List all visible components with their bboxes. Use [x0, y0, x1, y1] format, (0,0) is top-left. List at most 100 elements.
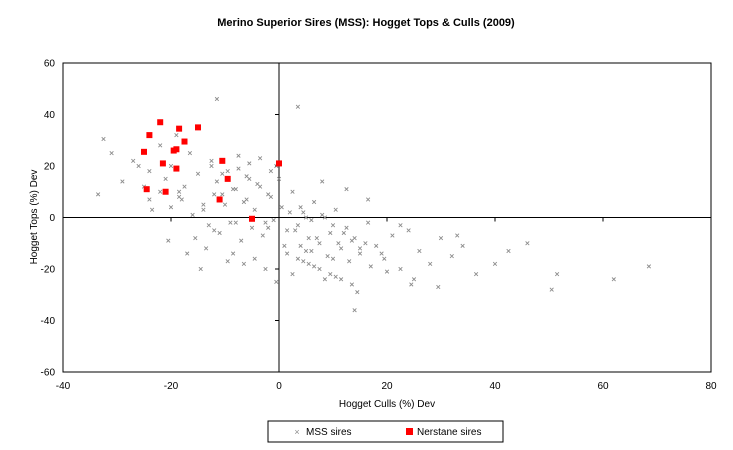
mss-sire-point — [611, 277, 616, 282]
data-points — [95, 96, 652, 313]
mss-sire-point — [349, 282, 355, 287]
mss-sire-point — [201, 202, 206, 207]
mss-sire-point — [290, 189, 295, 194]
mss-sire-point — [168, 163, 174, 169]
mss-sire-point — [158, 143, 163, 148]
mss-sire-point — [268, 169, 274, 174]
mss-sire-point — [355, 290, 360, 295]
mss-sire-point — [274, 279, 279, 284]
mss-sire-point — [255, 181, 260, 187]
y-axis-label: Hogget Tops (%) Dev — [29, 170, 40, 265]
legend-box — [267, 420, 504, 443]
mss-sire-point — [260, 233, 265, 238]
mss-sire-point — [233, 220, 238, 225]
mss-sire-point — [322, 277, 328, 282]
mss-sire-point — [384, 269, 390, 274]
x-tick-label: 80 — [705, 381, 717, 392]
mss-sire-point — [336, 241, 341, 246]
mss-sire-point — [317, 266, 322, 272]
mss-sire-point — [201, 207, 206, 212]
mss-sire-point — [330, 256, 336, 261]
mss-sire-point — [203, 246, 209, 251]
mss-sire-point — [266, 192, 271, 197]
mss-sire-point — [295, 256, 301, 261]
mss-sire-point — [357, 251, 363, 256]
y-tick-label: 20 — [44, 162, 56, 173]
mss-sire-point — [158, 189, 163, 194]
mss-sire-point — [320, 179, 325, 184]
mss-sire-point — [301, 259, 306, 264]
mss-sire-point — [244, 174, 249, 179]
mss-sire-point — [333, 207, 338, 212]
mss-sire-point — [195, 171, 201, 176]
legend: × MSS sires Nerstane sires — [267, 420, 504, 443]
nerstane-sire-point — [141, 148, 147, 155]
mss-sire-point — [257, 156, 263, 161]
mss-sire-point — [266, 225, 271, 230]
mss-sire-point — [382, 256, 387, 261]
mss-sire-point — [506, 248, 511, 254]
mss-sire-point — [206, 223, 211, 228]
mss-sire-point — [320, 212, 325, 218]
mss-sire-point — [182, 184, 187, 189]
mss-sire-point — [214, 179, 220, 184]
mss-sire-point — [225, 259, 230, 264]
mss-sire-point — [222, 202, 228, 207]
mss-sire-point — [363, 241, 368, 246]
nerstane-sire-point — [173, 165, 180, 172]
mss-sire-point — [263, 220, 268, 225]
x-tick-label: -20 — [164, 381, 179, 392]
nerstane-sire-point — [216, 196, 223, 203]
mss-sire-point — [225, 169, 230, 174]
mss-sire-point — [428, 261, 433, 266]
mss-sire-point — [239, 238, 244, 243]
mss-sire-point — [233, 187, 238, 192]
mss-sire-point — [554, 272, 560, 277]
mss-sire-point — [236, 166, 241, 171]
mss-sire-point — [646, 264, 652, 269]
mss-sire-point — [228, 220, 233, 225]
x-tick-label: -40 — [56, 381, 71, 392]
mss-sire-point — [303, 248, 309, 254]
mss-sire-point — [333, 274, 338, 279]
mss-sire-point — [212, 228, 217, 233]
mss-sire-point — [492, 261, 498, 266]
mss-sire-point — [109, 151, 114, 156]
mss-sire-point — [303, 215, 309, 220]
mss-sire-point — [163, 176, 168, 181]
mss-sire-point — [298, 243, 303, 248]
x-tick-label: 0 — [276, 381, 282, 392]
mss-sire-point — [271, 217, 276, 223]
mss-sire-point — [131, 158, 136, 163]
mss-sire-point — [217, 230, 222, 236]
mss-sire-point — [101, 136, 106, 142]
mss-sire-point — [344, 187, 349, 192]
mss-sire-point — [263, 266, 268, 272]
mss-sire-point — [147, 197, 152, 202]
mss-sire-point — [306, 261, 311, 266]
mss-sire-point — [449, 254, 454, 259]
mss-sire-point — [438, 235, 444, 241]
mss-sire-point — [390, 233, 395, 238]
mss-sire-point — [338, 277, 344, 282]
mss-sire-point — [214, 96, 220, 102]
nerstane-sire-point — [276, 160, 282, 167]
nerstane-sire-point — [173, 146, 180, 153]
y-tick-label: 60 — [44, 59, 56, 70]
mss-sire-point — [436, 284, 441, 290]
mss-sire-point — [290, 272, 295, 277]
mss-sire-point — [338, 246, 344, 251]
mss-sire-point — [398, 223, 403, 228]
mss-sire-point — [301, 210, 306, 215]
mss-sire-point — [374, 243, 379, 248]
mss-sire-point — [398, 266, 403, 272]
legend-marker-nerstane-sires — [406, 428, 413, 435]
mss-sire-point — [174, 132, 179, 138]
mss-sire-point — [352, 308, 357, 313]
mss-sire-point — [309, 248, 314, 254]
mss-sire-point — [284, 228, 290, 233]
x-tick-label: 40 — [489, 381, 501, 392]
mss-sire-point — [347, 259, 352, 264]
mss-sire-point — [230, 251, 236, 256]
legend-label-mss-sires: MSS sires — [306, 427, 352, 438]
